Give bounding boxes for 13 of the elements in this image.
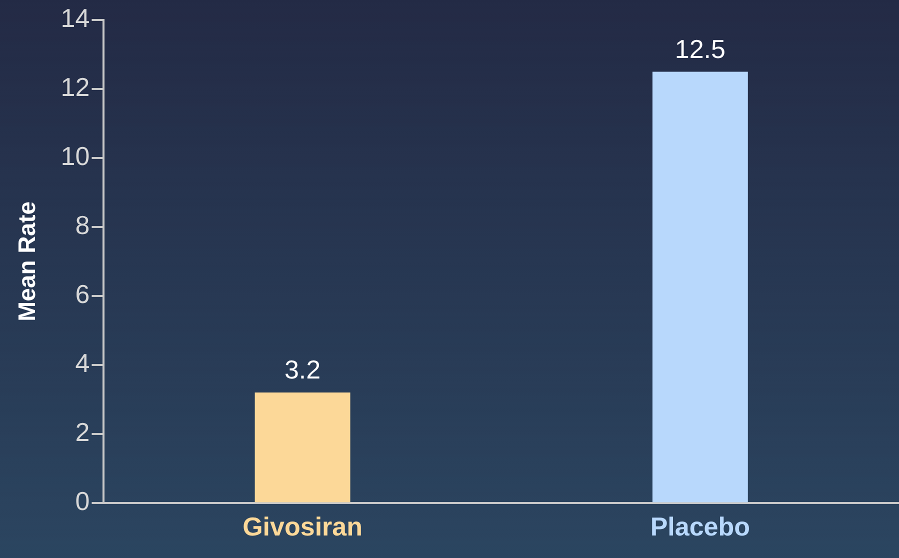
y-tick-label: 12 — [60, 72, 90, 102]
x-tick-label: Placebo — [650, 512, 750, 542]
data-label: 12.5 — [674, 34, 726, 64]
y-tick-label: 6 — [75, 279, 90, 310]
x-tick-label: Givosiran — [242, 512, 363, 542]
y-tick-label: 0 — [75, 486, 90, 516]
y-tick-label: 10 — [60, 141, 90, 172]
y-tick-label: 14 — [60, 3, 90, 34]
y-axis-title: Mean Rate — [14, 201, 42, 322]
y-tick-label: 4 — [75, 348, 90, 378]
y-tick-label: 2 — [75, 417, 90, 447]
data-label: 3.2 — [284, 354, 321, 385]
y-tick-label: 8 — [75, 210, 90, 240]
